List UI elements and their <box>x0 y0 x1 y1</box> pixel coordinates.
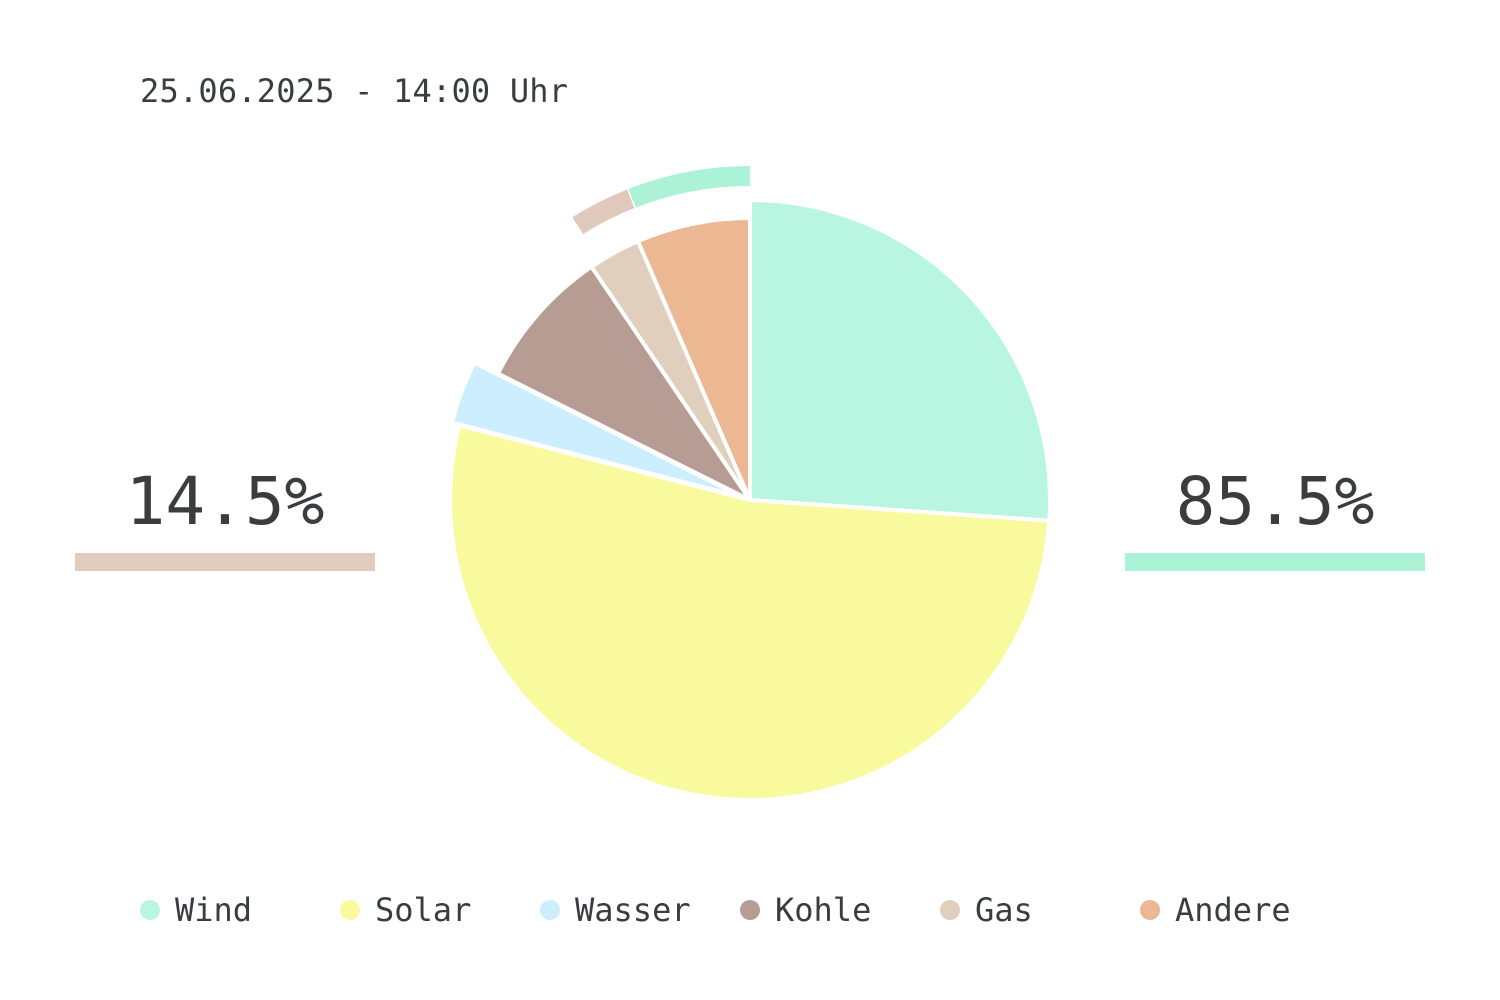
pie-slice-kohle <box>495 264 752 502</box>
chart-timestamp: 25.06.2025 - 14:00 Uhr <box>140 72 569 110</box>
pie-slice-wind <box>748 198 1052 523</box>
legend-label: Andere <box>1175 891 1291 929</box>
summary-left-bar <box>75 553 375 571</box>
legend-label: Kohle <box>775 891 872 929</box>
legend-swatch <box>1140 900 1160 920</box>
summary-right-value: 85.5% <box>1175 463 1375 540</box>
legend-label: Wasser <box>575 891 691 929</box>
legend-item-wind: Wind <box>140 890 252 930</box>
summary-left-value: 14.5% <box>125 463 325 540</box>
summary-left: 14.5% <box>75 462 375 571</box>
legend-label: Solar <box>375 891 472 929</box>
legend-label: Wind <box>175 891 253 929</box>
pie-slice-solar <box>448 423 1052 802</box>
ring-separator <box>569 216 584 237</box>
outer-ring <box>569 166 751 237</box>
pie-slice-andere <box>636 216 752 502</box>
ring-segment-wind <box>627 166 751 209</box>
ring-segment-gas <box>571 189 635 235</box>
legend-label: Gas <box>975 891 1033 929</box>
legend-swatch <box>140 900 160 920</box>
summary-right-bar <box>1125 553 1425 571</box>
legend-item-wasser: Wasser <box>540 890 691 930</box>
legend-item-andere: Andere <box>1140 890 1291 930</box>
legend-swatch <box>740 900 760 920</box>
pie-slices <box>448 198 1052 802</box>
legend-item-gas: Gas <box>940 890 1033 930</box>
pie-slice-wasser <box>449 360 745 500</box>
legend-swatch <box>340 900 360 920</box>
summary-right: 85.5% <box>1125 462 1425 571</box>
legend-item-solar: Solar <box>340 890 471 930</box>
legend-swatch <box>940 900 960 920</box>
legend-item-kohle: Kohle <box>740 890 871 930</box>
legend-swatch <box>540 900 560 920</box>
